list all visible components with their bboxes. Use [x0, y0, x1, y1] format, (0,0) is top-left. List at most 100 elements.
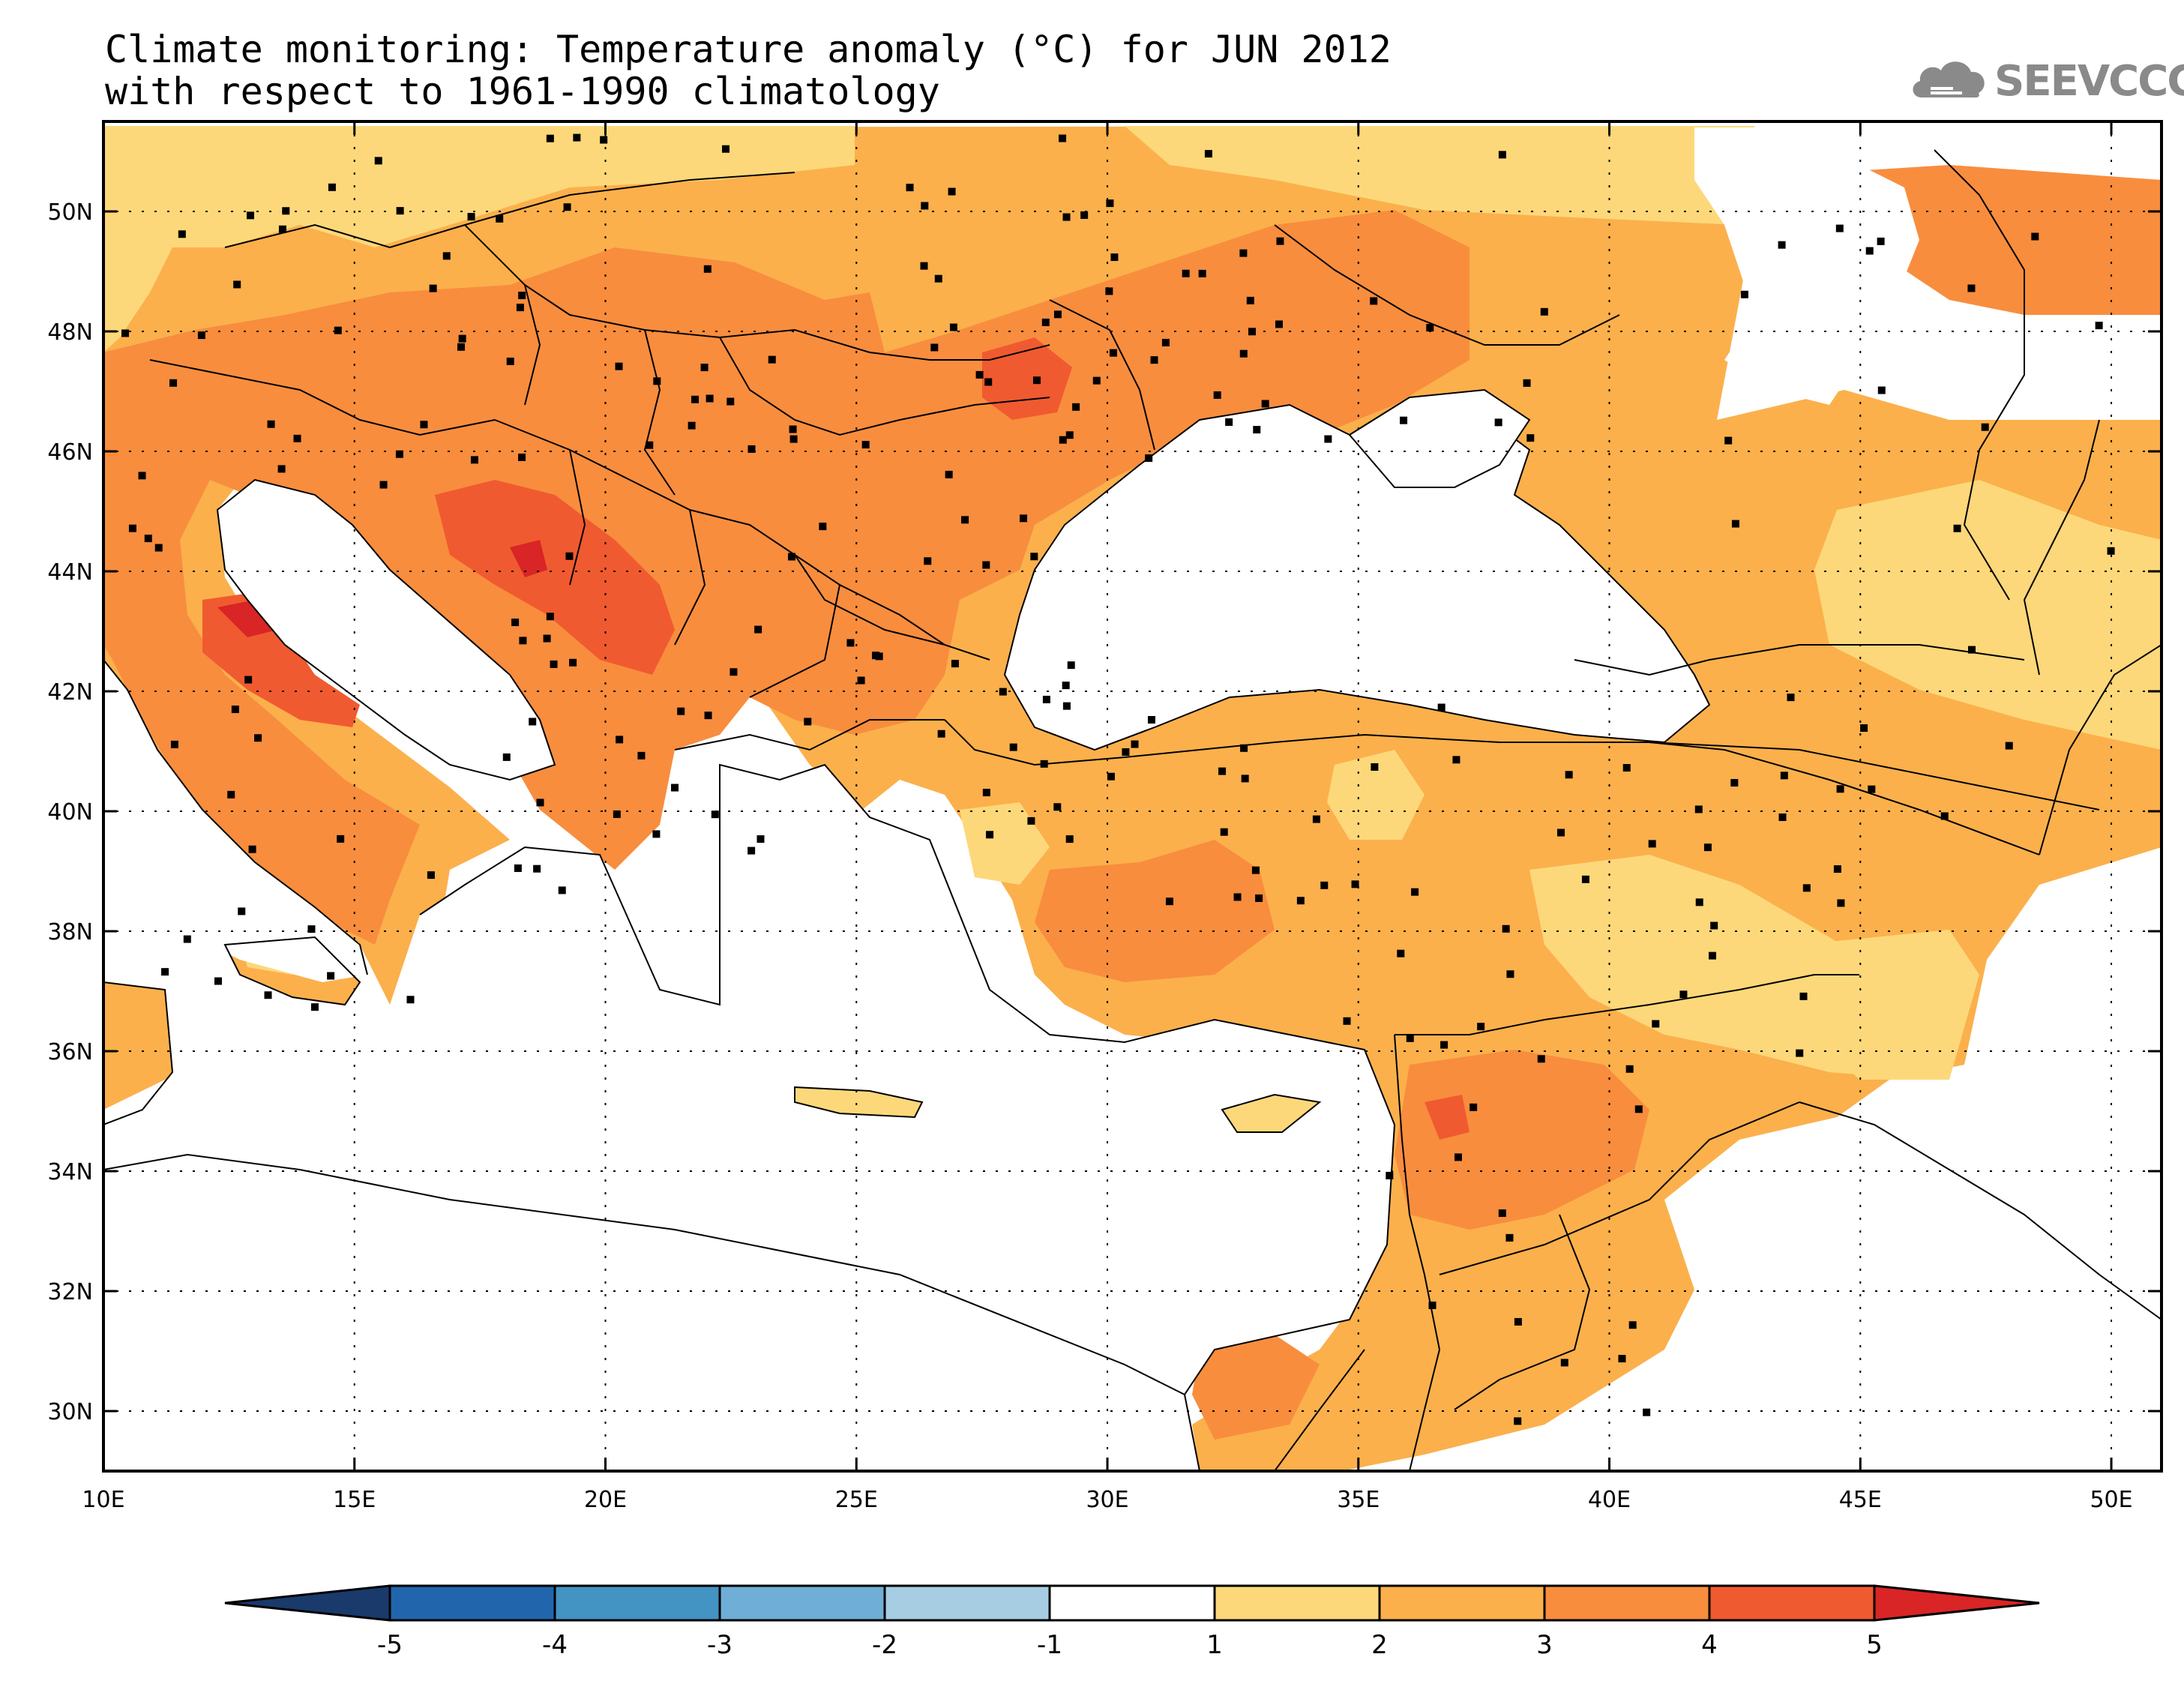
- station-marker: [518, 453, 526, 461]
- station-marker: [1276, 237, 1284, 245]
- station-marker: [756, 835, 765, 844]
- axis-ticks: [102, 121, 2162, 1471]
- station-marker: [1787, 694, 1795, 702]
- station-marker: [442, 252, 451, 260]
- station-marker: [293, 434, 301, 442]
- station-marker: [747, 445, 756, 453]
- station-marker: [1324, 435, 1332, 443]
- station-marker: [395, 450, 403, 458]
- latitude-labels: 30N 32N 34N 36N 38N 40N 42N 44N 46N 48N 50N: [47, 199, 93, 1425]
- station-marker: [511, 619, 520, 627]
- station-marker: [1147, 716, 1155, 724]
- station-marker: [1778, 241, 1786, 249]
- station-marker: [227, 790, 235, 799]
- station-marker: [1428, 1301, 1437, 1309]
- colorbar-segment: [1708, 1584, 1876, 1622]
- station-marker: [1537, 1055, 1545, 1063]
- station-marker: [984, 378, 993, 386]
- station-marker: [1730, 779, 1739, 787]
- lon-tick-label: 20E: [584, 1487, 627, 1513]
- station-marker: [1053, 803, 1062, 811]
- station-marker: [986, 831, 994, 839]
- north-africa-land: [103, 1155, 1200, 1471]
- station-marker: [613, 810, 621, 818]
- station-marker: [875, 652, 883, 661]
- station-marker: [754, 625, 762, 634]
- colorbar-segment: [1048, 1584, 1216, 1622]
- station-marker: [937, 730, 945, 738]
- station-marker: [1062, 702, 1071, 710]
- station-marker: [1835, 224, 1844, 232]
- station-marker: [569, 658, 577, 667]
- station-marker: [1182, 269, 1190, 277]
- station-marker: [1213, 391, 1221, 399]
- station-marker: [2095, 322, 2103, 330]
- station-marker: [646, 441, 654, 449]
- station-marker: [1502, 924, 1510, 933]
- station-marker: [264, 991, 272, 999]
- station-marker: [1253, 426, 1261, 434]
- station-marker: [470, 456, 478, 464]
- station-marker: [1042, 695, 1050, 703]
- colorbar-segment: [1213, 1584, 1381, 1622]
- station-marker: [1437, 703, 1446, 712]
- station-marker: [1131, 740, 1139, 748]
- station-marker: [170, 740, 178, 748]
- station-marker: [536, 799, 544, 807]
- station-marker: [1953, 524, 1961, 532]
- station-marker: [722, 145, 730, 153]
- station-marker: [502, 753, 511, 761]
- station-marker: [1062, 213, 1071, 221]
- colorbar-label: 2: [1371, 1630, 1388, 1660]
- station-marker: [514, 864, 522, 872]
- station-marker: [1506, 970, 1514, 978]
- anomaly-region-3-4: [103, 210, 1469, 945]
- station-marker: [529, 718, 537, 726]
- lat-tick-label: 50N: [47, 199, 93, 226]
- station-marker: [1261, 400, 1269, 408]
- station-marker: [747, 846, 756, 855]
- station-marker: [128, 524, 136, 532]
- station-marker: [233, 280, 241, 289]
- station-marker: [982, 789, 990, 797]
- anomaly-region-1-2: [1814, 480, 2162, 750]
- station-marker: [1860, 724, 1868, 732]
- station-marker: [178, 230, 186, 238]
- station-marker: [396, 207, 404, 215]
- station-marker: [727, 397, 735, 406]
- station-marker: [1241, 775, 1249, 783]
- station-marker: [1109, 349, 1117, 357]
- colorbar-label: 4: [1701, 1630, 1718, 1660]
- station-marker: [1030, 553, 1038, 561]
- station-marker: [819, 523, 827, 531]
- station-marker: [1225, 418, 1233, 426]
- station-marker: [1161, 338, 1170, 346]
- station-marker: [1041, 318, 1050, 326]
- colorbar-label: 3: [1536, 1630, 1553, 1660]
- map-frame: [102, 120, 2163, 1473]
- station-marker: [1565, 771, 1573, 779]
- colorbar-label: 1: [1206, 1630, 1223, 1660]
- station-marker: [310, 1003, 319, 1011]
- station-marker: [1452, 756, 1460, 764]
- station-marker: [1426, 324, 1434, 332]
- station-marker: [1255, 894, 1263, 902]
- coastlines: [103, 659, 1396, 1471]
- station-marker: [616, 736, 624, 744]
- station-marker: [1009, 743, 1017, 751]
- lat-tick-label: 34N: [47, 1159, 93, 1185]
- crete: [794, 1086, 924, 1119]
- station-marker: [1027, 817, 1035, 825]
- station-marker: [1868, 785, 1876, 793]
- station-marker: [1406, 1034, 1414, 1042]
- station-marker: [516, 304, 524, 312]
- crimea-white: [1348, 388, 1531, 488]
- colorbar-label: -1: [1037, 1630, 1062, 1660]
- station-marker: [1218, 767, 1227, 775]
- station-marker: [231, 706, 239, 714]
- station-marker: [282, 207, 290, 215]
- station-marker: [1240, 744, 1248, 752]
- station-marker: [961, 516, 969, 524]
- station-marker: [706, 394, 714, 403]
- lon-tick-label: 15E: [333, 1487, 376, 1513]
